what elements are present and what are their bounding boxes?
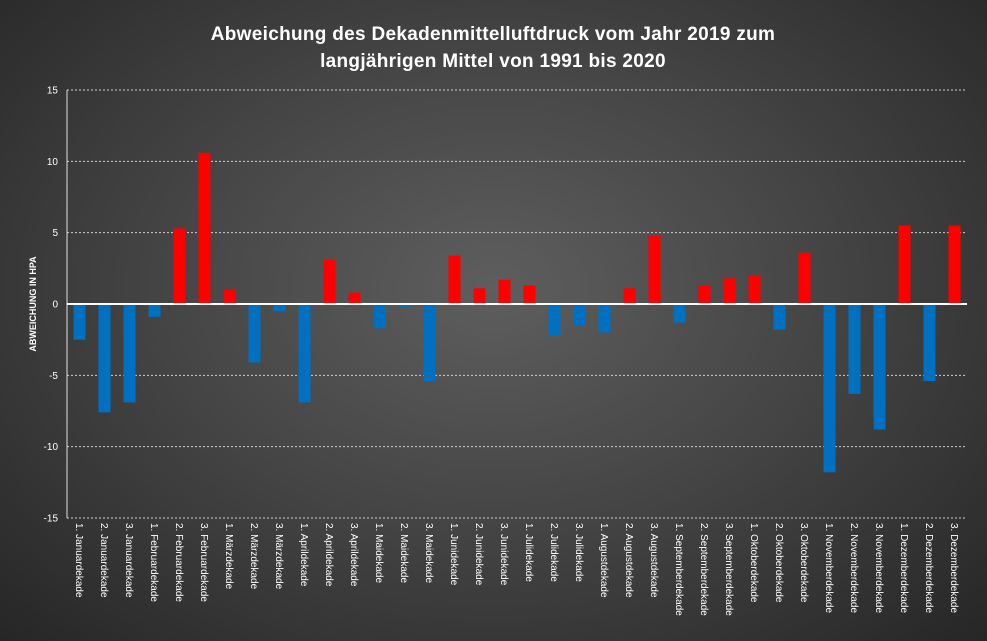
x-tick-label: 2. Novemberdekade — [848, 523, 859, 613]
bar — [348, 292, 361, 304]
x-tick-label: 3. Maidekade — [423, 523, 434, 583]
bar — [898, 225, 911, 304]
y-tick-label: -15 — [44, 514, 59, 525]
bar — [923, 304, 936, 382]
x-tick-label: 1. Junidekade — [448, 523, 459, 586]
bar — [248, 304, 261, 363]
x-tick-label: 1. Maidekade — [373, 523, 384, 583]
bar — [173, 228, 186, 304]
x-tick-label: 1. Märzdekade — [223, 523, 234, 590]
chart-title-line-1: Abweichung des Dekadenmittelluftdruck vo… — [211, 24, 775, 45]
bar — [148, 304, 161, 317]
bar — [798, 252, 811, 304]
bar — [698, 285, 711, 304]
x-tick-label: 2. Aprildekade — [323, 523, 334, 587]
x-tick-label: 2. Januardekade — [98, 523, 109, 598]
bar — [73, 304, 86, 340]
bar — [523, 285, 536, 304]
chart-title-line-2: langjährigen Mittel von 1991 bis 2020 — [320, 51, 666, 72]
bar — [823, 304, 836, 473]
gridlines — [66, 89, 967, 519]
bar — [223, 289, 236, 304]
y-tick-label: 10 — [47, 157, 59, 168]
x-tick-label: 3. Junidekade — [498, 523, 509, 586]
x-tick-label: 2. Märzdekade — [248, 523, 259, 590]
x-tick-label: 3. Augustdekade — [648, 523, 659, 598]
bar — [548, 304, 561, 336]
bar — [273, 304, 286, 312]
bar — [448, 255, 461, 304]
bar — [123, 304, 136, 403]
y-tick-labels: 15 10 5 0 -5 -10 -15 — [44, 86, 59, 525]
bar — [848, 304, 861, 394]
x-tick-label: 1. Februardekade — [148, 523, 159, 602]
x-tick-label: 3. Aprildekade — [348, 523, 359, 587]
bar — [873, 304, 886, 430]
y-tick-label: -5 — [49, 371, 58, 382]
x-tick-label: 3. Septemberdekade — [723, 523, 734, 616]
bar — [723, 278, 736, 304]
x-tick-label: 2. Februardekade — [173, 523, 184, 602]
x-tick-label: 2. Augustdekade — [623, 523, 634, 598]
x-tick-label: 2. Junidekade — [473, 523, 484, 586]
bar — [498, 279, 511, 304]
x-tick-label: 1. Aprildekade — [298, 523, 309, 587]
x-tick-label: 3. Oktoberdekade — [798, 523, 809, 603]
x-tick-label: 3. Märzdekade — [273, 523, 284, 590]
bars — [73, 152, 961, 473]
x-tick-label: 3. Novemberdekade — [873, 523, 884, 613]
x-tick-label: 3. Julidekade — [573, 523, 584, 582]
x-tick-label: 2. Maidekade — [398, 523, 409, 583]
x-tick-label: 3. Dezemberdekade — [948, 523, 959, 613]
x-tick-label: 3. Januardekade — [123, 523, 134, 598]
x-tick-label: 1. Septemberdekade — [673, 523, 684, 616]
x-tick-label: 1. Novemberdekade — [823, 523, 834, 613]
bar — [673, 304, 686, 323]
x-tick-label: 3. Februardekade — [198, 523, 209, 602]
bar — [398, 304, 411, 307]
bar — [198, 152, 211, 304]
y-tick-label: 0 — [52, 300, 58, 311]
x-tick-label: 1. Oktoberdekade — [748, 523, 759, 603]
x-tick-label: 2. Julidekade — [548, 523, 559, 582]
x-tick-label: 1. Augustdekade — [598, 523, 609, 598]
x-tick-label: 2. Oktoberdekade — [773, 523, 784, 603]
x-tick-label: 2. Septemberdekade — [698, 523, 709, 616]
bar — [373, 304, 386, 329]
bar — [573, 304, 586, 326]
x-tick-labels: 1. Januardekade 2. Januardekade 3. Januard… — [73, 523, 959, 616]
x-tick-label: 1. Dezemberdekade — [898, 523, 909, 613]
bar — [648, 235, 661, 304]
y-tick-label: 15 — [47, 86, 59, 97]
y-tick-label: 5 — [52, 228, 58, 239]
bar — [98, 304, 111, 413]
y-axis-label: ABWEICHUNG IN HPA — [28, 256, 38, 352]
x-tick-label: 2. Dezemberdekade — [923, 523, 934, 613]
y-tick-label: -10 — [44, 442, 59, 453]
bar — [323, 259, 336, 304]
x-tick-label: 1. Januardekade — [73, 523, 84, 598]
bar — [298, 304, 311, 403]
bar — [748, 275, 761, 304]
x-tick-label: 1. Julidekade — [523, 523, 534, 582]
bar — [423, 304, 436, 382]
bar — [948, 225, 961, 304]
bar — [473, 288, 486, 304]
bar — [773, 304, 786, 330]
bar — [623, 288, 636, 304]
bar — [598, 304, 611, 333]
